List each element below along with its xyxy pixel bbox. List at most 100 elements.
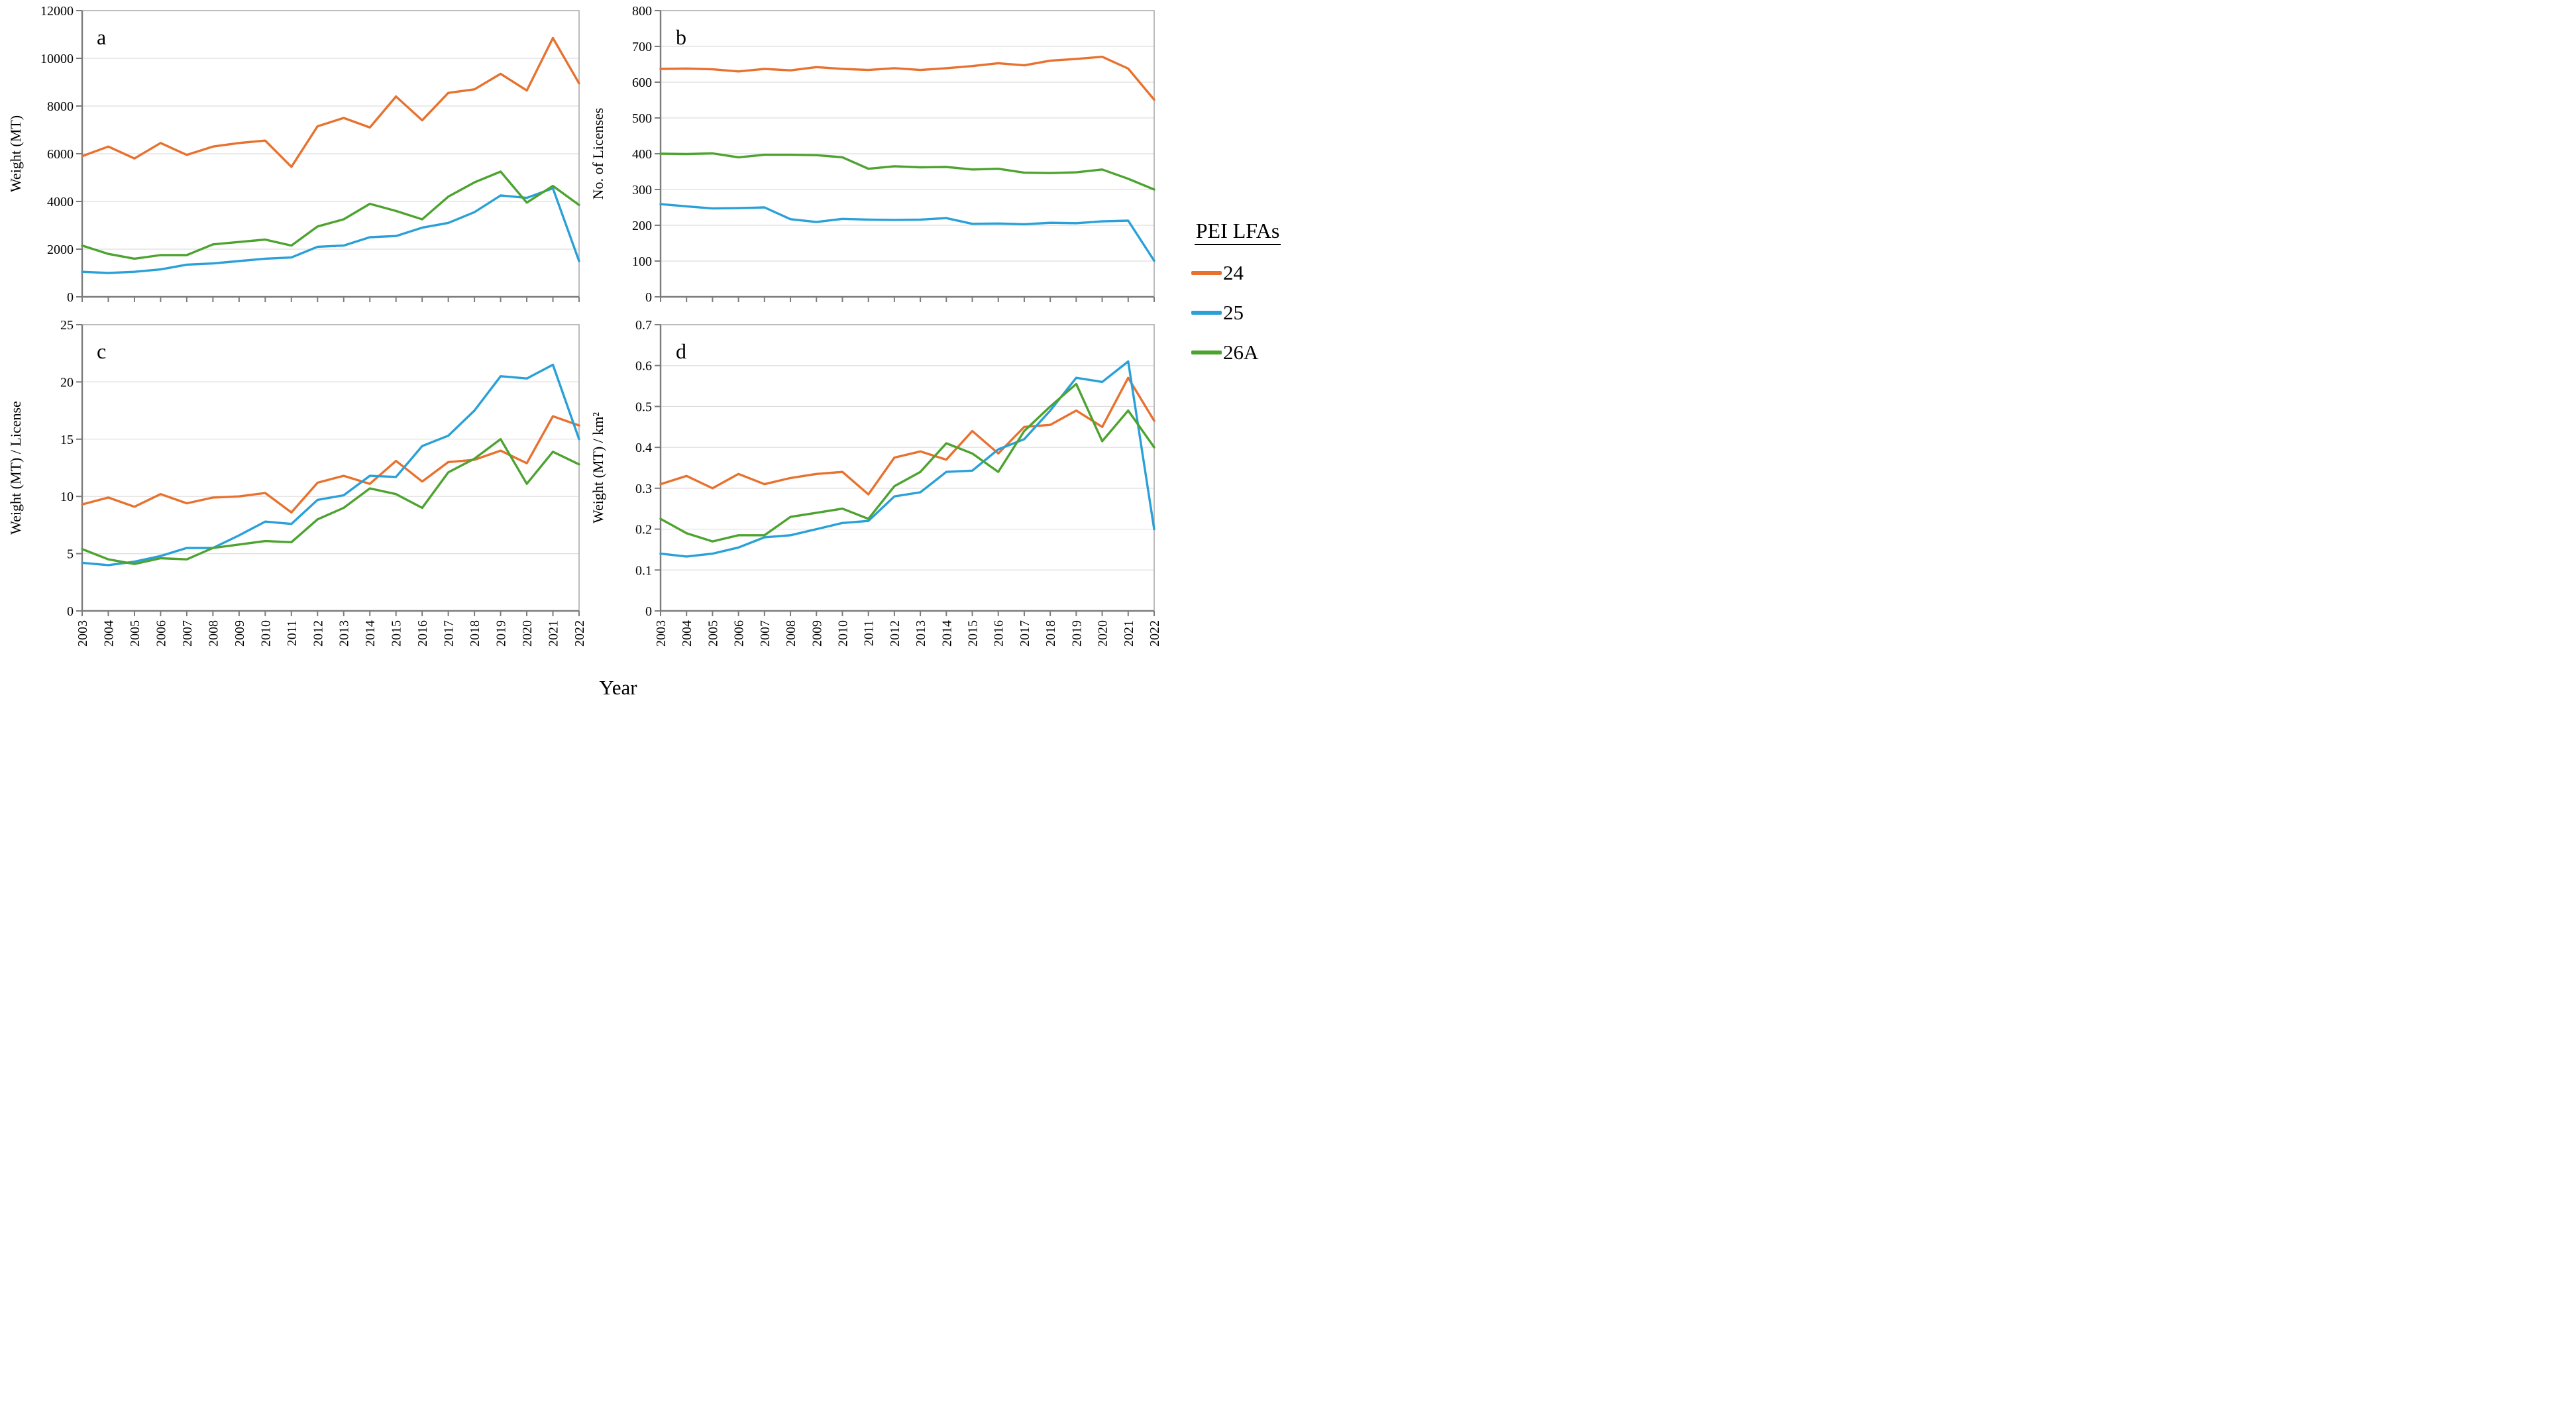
x-tick-label: 2003 <box>76 620 90 647</box>
legend-label-25: 25 <box>1223 301 1244 325</box>
x-tick-label: 2012 <box>311 620 325 647</box>
y-tick-label: 300 <box>632 183 652 197</box>
y-tick-label: 6000 <box>47 147 74 162</box>
y-tick-label: 8000 <box>47 99 74 114</box>
y-axis-title-d: Weight (MT) / km² <box>590 412 606 523</box>
figure-canvas: 0 2000 4000 6000 8000 10000 12000 0 100 200 300 400… <box>0 0 1288 705</box>
x-tick-label: 2019 <box>494 620 509 647</box>
x-axis-title: Year <box>599 676 637 699</box>
panel-d: 0 0.1 0.2 0.3 0.4 0.5 0.6 0.7 2003 2004 2005 2006 20… <box>635 318 1162 647</box>
y-tick-label: 0.5 <box>635 400 652 414</box>
panel-label-d: d <box>676 339 686 363</box>
y-tick-label: 5 <box>67 547 74 562</box>
panel-b-series-24-line <box>659 55 1155 101</box>
plot-border <box>81 324 580 612</box>
plot-border <box>660 324 1155 612</box>
y-tick-label: 0 <box>645 290 652 305</box>
x-tick-label: 2017 <box>1018 620 1032 647</box>
panel-label-b: b <box>676 25 686 49</box>
y-tick-label: 0.7 <box>635 318 652 333</box>
x-tick-label: 2014 <box>939 620 954 647</box>
x-tick-label: 2018 <box>1044 620 1058 647</box>
legend-entry-24: 24 <box>1183 261 1288 285</box>
x-tick-label: 2013 <box>914 620 928 647</box>
y-axis-title-a: Weight (MT) <box>7 115 24 193</box>
x-tick-label: 2008 <box>784 620 798 647</box>
x-tick-label: 2015 <box>966 620 981 647</box>
x-tick-label: 2017 <box>442 620 456 647</box>
panel-b: 0 100 200 300 400 500 600 700 800 <box>632 4 1155 305</box>
panel-c-series-26A-line <box>81 438 580 565</box>
legend-title: PEI LFAs <box>1194 219 1281 245</box>
legend: PEI LFAs 24 25 26A <box>1183 219 1288 364</box>
x-tick-label: 2013 <box>337 620 352 647</box>
y-tick-label: 200 <box>632 219 652 233</box>
legend-line-swatch-25 <box>1191 310 1222 315</box>
y-tick-label: 0.3 <box>635 482 652 496</box>
panel-a-series-24-line <box>81 36 580 168</box>
panel-d-series-24-line <box>659 376 1155 496</box>
x-tick-label: 2005 <box>128 620 142 647</box>
x-tick-label: 2016 <box>992 620 1006 647</box>
y-tick-label: 0 <box>67 604 74 619</box>
x-tick-label: 2009 <box>233 620 247 647</box>
x-tick-label: 2004 <box>680 620 694 647</box>
y-tick-label: 0.2 <box>635 523 652 537</box>
x-tick-label: 2019 <box>1069 620 1084 647</box>
x-tick-label: 2007 <box>758 620 773 647</box>
legend-line-swatch-24 <box>1191 270 1222 275</box>
y-tick-label: 2000 <box>47 243 74 257</box>
x-tick-label: 2004 <box>101 620 116 647</box>
x-tick-label: 2012 <box>888 620 902 647</box>
x-tick-label: 2014 <box>363 620 378 647</box>
panel-b-series-25-line <box>659 203 1155 262</box>
panel-c: 0 5 10 15 20 25 2003 2004 2005 2006 2007 2008 2009 20… <box>60 318 587 647</box>
y-tick-label: 15 <box>60 433 74 447</box>
x-tick-label: 2009 <box>810 620 824 647</box>
x-tick-label: 2021 <box>547 620 561 647</box>
x-tick-label: 2022 <box>1148 620 1162 647</box>
legend-title-wrap: PEI LFAs <box>1183 219 1288 245</box>
legend-entry-25: 25 <box>1183 301 1288 325</box>
y-tick-label: 800 <box>632 4 652 19</box>
x-tick-label: 2016 <box>415 620 430 647</box>
panel-label-c: c <box>97 339 107 363</box>
y-tick-label: 10 <box>60 490 74 504</box>
y-tick-label: 4000 <box>47 195 74 209</box>
panel-c-series-25-line <box>81 363 580 567</box>
x-tick-label: 2010 <box>835 620 850 647</box>
y-tick-label: 400 <box>632 147 652 162</box>
y-tick-label: 25 <box>60 318 74 333</box>
x-tick-label: 2010 <box>258 620 273 647</box>
legend-line-swatch-26A <box>1191 350 1222 354</box>
y-tick-label: 20 <box>60 375 74 390</box>
y-tick-label: 0 <box>645 604 652 619</box>
panel-c-series-24-line <box>81 415 580 514</box>
x-tick-label: 2020 <box>1096 620 1110 647</box>
x-tick-label: 2020 <box>520 620 535 647</box>
y-tick-label: 500 <box>632 111 652 126</box>
panel-b-series-26A-line <box>659 152 1155 191</box>
y-tick-label: 12000 <box>40 4 74 19</box>
x-tick-label: 2015 <box>390 620 404 647</box>
panel-a: 0 2000 4000 6000 8000 10000 12000 <box>40 4 580 305</box>
x-tick-label: 2006 <box>732 620 747 647</box>
y-axis-title-c: Weight (MT) / License <box>7 401 24 535</box>
legend-label-24: 24 <box>1223 261 1244 285</box>
x-tick-label: 2008 <box>206 620 221 647</box>
x-tick-label: 2007 <box>180 620 195 647</box>
panel-a-series-25-line <box>81 187 580 274</box>
x-tick-label: 2005 <box>706 620 720 647</box>
x-tick-label: 2011 <box>285 620 299 646</box>
panel-a-series-26A-line <box>81 170 580 260</box>
y-tick-label: 0.6 <box>635 359 652 374</box>
x-tick-label: 2018 <box>468 620 482 647</box>
legend-label-26A: 26A <box>1223 341 1259 364</box>
panel-label-a: a <box>97 25 107 49</box>
y-tick-label: 0.4 <box>635 441 652 455</box>
y-tick-label: 0 <box>67 290 74 305</box>
x-tick-label: 2011 <box>862 620 877 646</box>
panel-d-series-25-line <box>659 360 1155 558</box>
x-tick-label: 2003 <box>654 620 669 647</box>
y-tick-label: 0.1 <box>635 563 652 578</box>
